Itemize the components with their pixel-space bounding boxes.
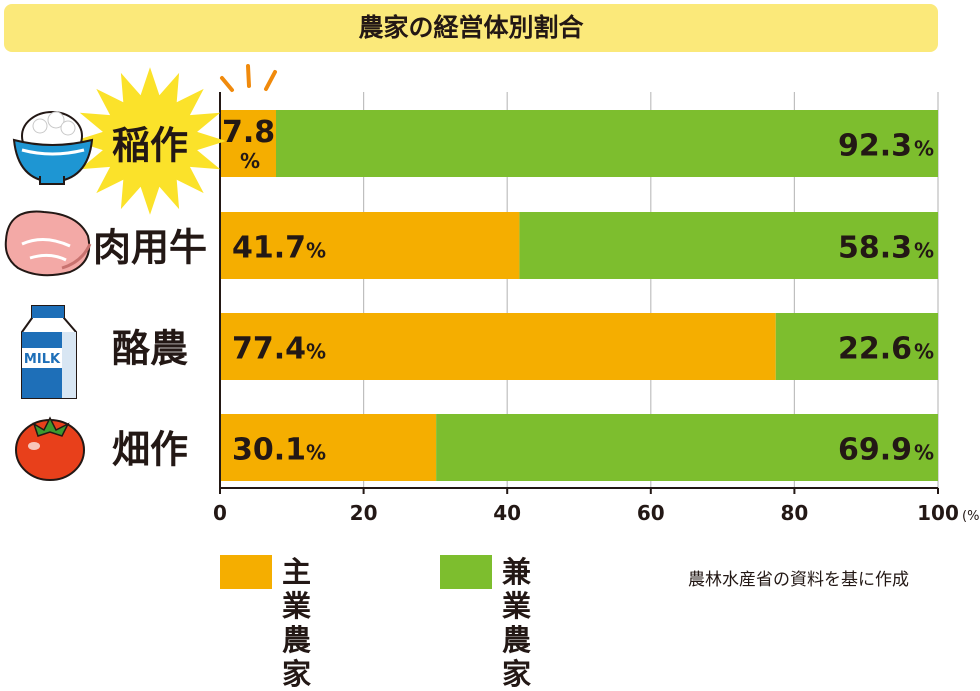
value-label: 7.8 bbox=[222, 115, 275, 150]
bar-segment bbox=[775, 313, 938, 380]
tomato-icon bbox=[15, 416, 85, 481]
chart-title: 農家の経営体別割合 bbox=[358, 13, 584, 42]
milk-carton-icon: MILK bbox=[21, 305, 77, 399]
source-note: 農林水産省の資料を基に作成 bbox=[688, 570, 909, 590]
bar-segment bbox=[220, 110, 277, 177]
value-label: 77.4% bbox=[232, 332, 326, 367]
value-label-unit: % bbox=[914, 239, 934, 263]
bars bbox=[220, 110, 938, 481]
value-label: 30.1% bbox=[232, 433, 326, 468]
milk-label: MILK bbox=[24, 352, 61, 367]
tick-label: 80 bbox=[780, 501, 808, 525]
x-unit-label: (%) bbox=[962, 509, 980, 524]
tick-label: 0 bbox=[213, 501, 227, 525]
value-label: 22.6 bbox=[838, 332, 912, 367]
stacked-bar-chart: 7.8% 92.3 %41.7% 58.3 %77.4% 22.6 %30.1% 69.9% … bbox=[4, 64, 980, 525]
tick-label: 40 bbox=[493, 501, 521, 525]
title-bar: 農家の経営体別割合 bbox=[4, 4, 938, 52]
accent-marks bbox=[220, 64, 277, 92]
rice-bowl-icon bbox=[12, 111, 94, 185]
beef-meat-icon bbox=[4, 210, 92, 277]
bar-segment bbox=[220, 212, 520, 279]
value-label-unit: % bbox=[240, 149, 260, 173]
value-label: 69.9 bbox=[838, 433, 912, 468]
value-label-unit: % bbox=[914, 137, 934, 161]
value-label-unit: % bbox=[914, 340, 934, 364]
bar-segment bbox=[220, 313, 776, 380]
bar-segment bbox=[276, 110, 938, 177]
legend-label-main: 主業農家 bbox=[282, 555, 312, 691]
tick-label: 20 bbox=[350, 501, 378, 525]
bar-segment bbox=[220, 414, 437, 481]
bar-segment bbox=[436, 414, 938, 481]
category-label: 畑作 bbox=[112, 428, 188, 472]
value-label: 92.3 bbox=[838, 129, 912, 164]
value-labels: 7.8% 92.3 %41.7% 58.3 %77.4% 22.6 %30.1% 69.9% bbox=[222, 115, 934, 468]
value-label: 41.7% bbox=[232, 231, 326, 266]
legend-label-side: 兼業農家 bbox=[502, 555, 532, 691]
tick-label: 60 bbox=[637, 501, 665, 525]
value-label: 58.3 bbox=[838, 231, 912, 266]
legend-swatch-main bbox=[220, 555, 272, 589]
category-label: 稲作 bbox=[112, 124, 188, 168]
tick-label: 100 bbox=[917, 501, 959, 525]
bar-segment bbox=[519, 212, 938, 279]
value-label-unit: % bbox=[914, 441, 934, 465]
category-label: 酪農 bbox=[112, 327, 188, 371]
x-axis: 0 20 40 60 80 100(%) bbox=[213, 92, 980, 525]
highlight-starburst bbox=[74, 67, 226, 215]
legend-swatch-side bbox=[440, 555, 492, 589]
category-label: 肉用牛 bbox=[93, 226, 207, 270]
